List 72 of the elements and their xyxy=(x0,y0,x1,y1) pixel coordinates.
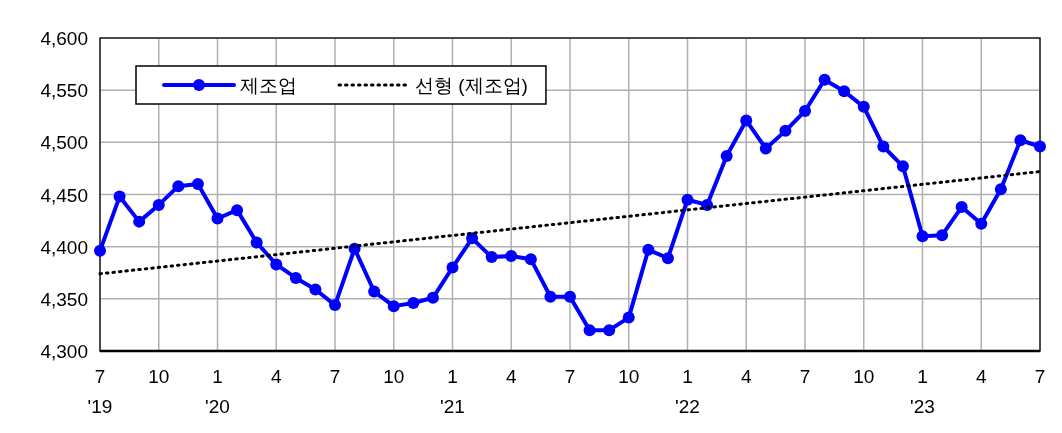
point xyxy=(799,105,811,118)
x-tick-label: 7 xyxy=(564,366,576,387)
point xyxy=(622,311,635,324)
point xyxy=(857,100,870,113)
point xyxy=(1014,134,1027,147)
point xyxy=(505,250,518,263)
point xyxy=(759,142,772,155)
point xyxy=(113,190,126,203)
point xyxy=(564,290,576,303)
x-tick-label: 7 xyxy=(799,366,811,387)
y-tick-label: 4,600 xyxy=(40,28,88,49)
legend-label: 제조업 xyxy=(240,75,297,96)
y-tick-label: 4,400 xyxy=(40,236,88,258)
point xyxy=(994,183,1007,196)
point xyxy=(446,261,459,274)
y-tick-label: 4,550 xyxy=(40,80,88,102)
point xyxy=(309,283,322,296)
point xyxy=(838,85,851,98)
legend-label: 선형 (제조업) xyxy=(415,75,528,96)
point xyxy=(329,299,341,312)
y-tick-label: 4,350 xyxy=(40,288,88,310)
point xyxy=(133,215,146,228)
x-tick-label: 10 xyxy=(148,366,170,387)
point xyxy=(152,198,165,211)
point xyxy=(975,217,988,230)
x-tick-label: 4 xyxy=(740,366,752,387)
point xyxy=(231,204,244,217)
x-tick-label: 1 '22 xyxy=(675,366,700,417)
point xyxy=(955,201,968,214)
x-tick-label: 10 xyxy=(618,366,640,387)
point xyxy=(191,178,204,191)
x-tick-label: 4 xyxy=(505,366,517,387)
x-tick-label: 7 xyxy=(1034,366,1046,387)
point xyxy=(896,160,909,173)
point xyxy=(916,230,929,243)
point xyxy=(289,271,302,284)
point xyxy=(642,243,655,256)
point xyxy=(740,114,753,127)
point xyxy=(681,193,694,206)
point xyxy=(779,124,792,137)
point xyxy=(250,236,263,249)
x-tick-label: 4 xyxy=(270,366,282,387)
point xyxy=(720,149,733,162)
point xyxy=(1034,140,1046,153)
point xyxy=(544,290,557,303)
point xyxy=(387,300,400,313)
point xyxy=(211,212,224,225)
x-tick-label: 7 '19 xyxy=(87,366,113,417)
x-tick-label: 1 '20 xyxy=(205,366,230,417)
point xyxy=(583,324,596,337)
point xyxy=(524,253,537,266)
x-tick-label: 10 xyxy=(853,366,875,387)
point xyxy=(270,258,283,271)
point xyxy=(172,180,185,193)
y-tick-label: 4,500 xyxy=(40,132,88,154)
point xyxy=(818,73,831,86)
point xyxy=(426,291,439,304)
x-tick-label: 7 xyxy=(329,366,341,387)
x-tick-label: 10 xyxy=(383,366,405,387)
point xyxy=(661,252,674,265)
point xyxy=(94,244,106,257)
point xyxy=(936,229,949,242)
y-tick-label: 4,300 xyxy=(40,341,88,362)
y-tick-label: 4,450 xyxy=(40,184,88,206)
x-tick-label: 4 xyxy=(975,366,987,387)
point xyxy=(407,297,420,310)
x-tick-label: 1 '23 xyxy=(910,366,935,417)
x-tick-label: 1 '21 xyxy=(440,366,465,417)
point xyxy=(368,285,381,298)
point xyxy=(877,140,890,153)
point xyxy=(485,251,498,264)
point xyxy=(603,324,616,337)
